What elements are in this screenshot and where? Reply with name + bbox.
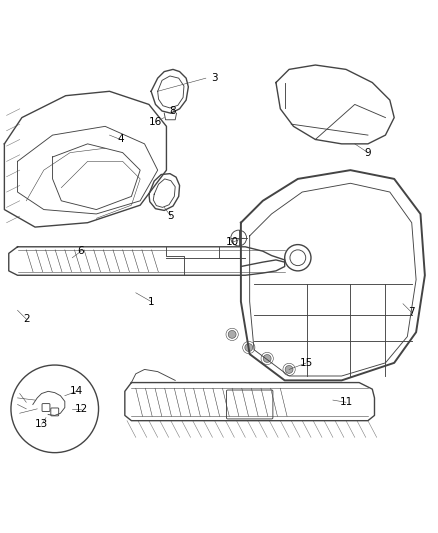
Text: 9: 9 xyxy=(364,148,371,158)
Text: 1: 1 xyxy=(148,296,155,306)
Text: 5: 5 xyxy=(167,211,174,221)
Text: 13: 13 xyxy=(35,419,48,429)
Text: 11: 11 xyxy=(339,397,353,407)
Circle shape xyxy=(263,354,271,362)
Text: 16: 16 xyxy=(149,117,162,127)
Circle shape xyxy=(285,366,293,374)
Text: 10: 10 xyxy=(226,237,239,247)
Text: 7: 7 xyxy=(408,308,415,318)
Text: 6: 6 xyxy=(78,246,85,256)
Text: 14: 14 xyxy=(70,386,83,397)
Text: 3: 3 xyxy=(211,73,218,83)
Text: 4: 4 xyxy=(117,134,124,144)
Text: 15: 15 xyxy=(300,358,313,368)
Circle shape xyxy=(228,330,236,338)
Circle shape xyxy=(245,344,253,351)
Text: 12: 12 xyxy=(74,404,88,414)
Text: 2: 2 xyxy=(23,314,30,324)
Text: 8: 8 xyxy=(170,106,177,116)
